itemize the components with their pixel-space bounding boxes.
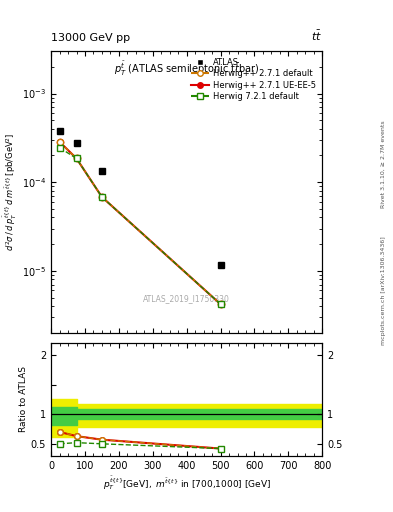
Herwig++ 2.7.1 default [218, 301, 223, 307]
Herwig++ 2.7.1 UE-EE-5 [218, 301, 223, 307]
Herwig++ 2.7.1 default [99, 194, 104, 200]
Herwig 7.2.1 default [218, 301, 223, 307]
Herwig 7.2.1 default [99, 194, 104, 200]
Herwig++ 2.7.1 UE-EE-5 [74, 156, 79, 162]
Line: Herwig 7.2.1 default: Herwig 7.2.1 default [57, 144, 224, 307]
Line: Herwig++ 2.7.1 UE-EE-5: Herwig++ 2.7.1 UE-EE-5 [57, 139, 224, 307]
Line: Herwig++ 2.7.1 default: Herwig++ 2.7.1 default [57, 139, 224, 307]
X-axis label: $p_T^{\bar{t}\{t\}}[\mathrm{GeV}],\;m^{\bar{t}\{t\}}$ in [700,1000] [GeV]: $p_T^{\bar{t}\{t\}}[\mathrm{GeV}],\;m^{\… [103, 475, 271, 493]
Text: Rivet 3.1.10, ≥ 2.7M events: Rivet 3.1.10, ≥ 2.7M events [381, 120, 386, 208]
Legend: ATLAS, Herwig++ 2.7.1 default, Herwig++ 2.7.1 UE-EE-5, Herwig 7.2.1 default: ATLAS, Herwig++ 2.7.1 default, Herwig++ … [188, 55, 318, 104]
Herwig 7.2.1 default [74, 156, 79, 162]
Line: ATLAS: ATLAS [57, 127, 224, 269]
Text: t$\bar{t}$: t$\bar{t}$ [311, 29, 322, 43]
Text: $p_T^{\bar{t}}$ (ATLAS semileptonic t$\bar{t}$bar): $p_T^{\bar{t}}$ (ATLAS semileptonic t$\b… [114, 60, 259, 78]
ATLAS [57, 127, 62, 134]
Herwig++ 2.7.1 UE-EE-5 [99, 194, 104, 200]
Y-axis label: $d^2\sigma\,/\,d\,p_T^{\bar{t}\{t\}}\,d\,m^{\bar{t}\{t\}}\,[\mathrm{pb/GeV}^2]$: $d^2\sigma\,/\,d\,p_T^{\bar{t}\{t\}}\,d\… [2, 133, 19, 251]
ATLAS [218, 262, 223, 268]
Herwig 7.2.1 default [57, 144, 62, 151]
ATLAS [99, 167, 104, 174]
Y-axis label: Ratio to ATLAS: Ratio to ATLAS [19, 367, 28, 432]
Text: ATLAS_2019_I1750330: ATLAS_2019_I1750330 [143, 294, 230, 304]
Herwig++ 2.7.1 UE-EE-5 [57, 139, 62, 145]
Herwig++ 2.7.1 default [57, 139, 62, 145]
ATLAS [74, 139, 79, 145]
Text: mcplots.cern.ch [arXiv:1306.3436]: mcplots.cern.ch [arXiv:1306.3436] [381, 236, 386, 345]
Herwig++ 2.7.1 default [74, 156, 79, 162]
Text: 13000 GeV pp: 13000 GeV pp [51, 33, 130, 43]
